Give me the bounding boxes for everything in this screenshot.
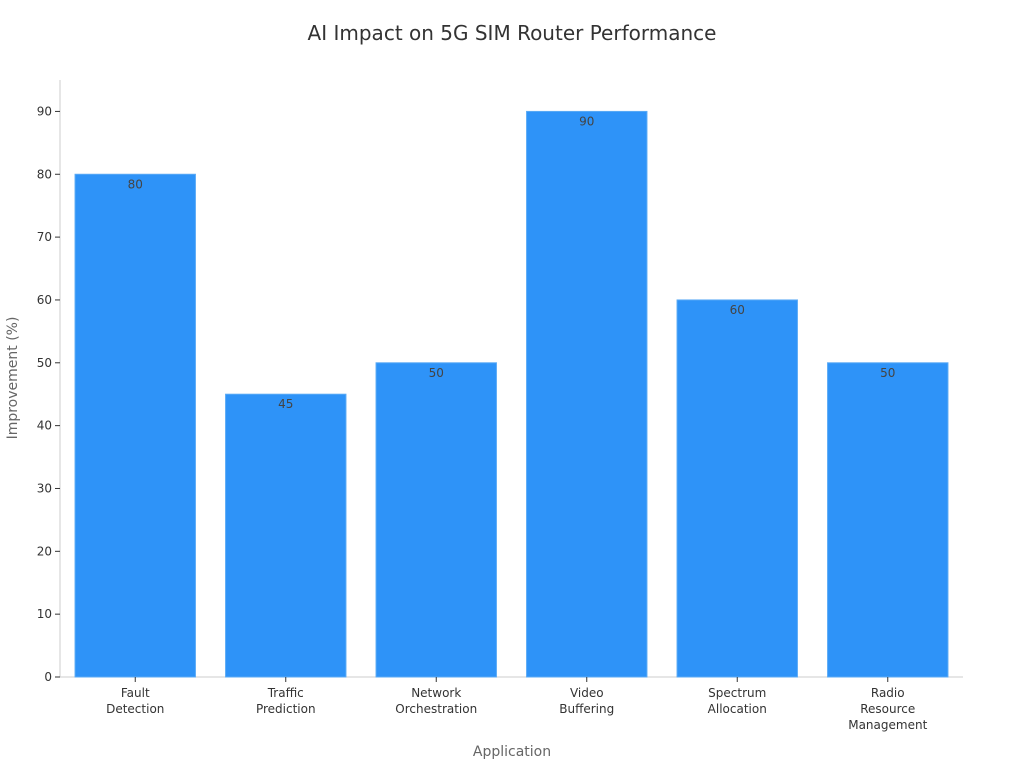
x-tick-label: Network Orchestration xyxy=(395,686,477,716)
x-tick-label: Spectrum Allocation xyxy=(708,686,767,716)
x-tick-label: Traffic Prediction xyxy=(256,686,316,716)
y-tick-label: 20 xyxy=(37,544,52,558)
bar-value-label: 60 xyxy=(730,303,745,317)
y-tick-label: 30 xyxy=(37,481,52,495)
y-tick-label: 0 xyxy=(44,670,52,684)
y-tick-label: 80 xyxy=(37,167,52,181)
bar-value-label: 50 xyxy=(880,366,895,380)
y-tick-label: 60 xyxy=(37,293,52,307)
bar xyxy=(74,173,196,678)
bar-value-label: 90 xyxy=(579,114,594,128)
y-tick-label: 50 xyxy=(37,356,52,370)
y-tick-label: 10 xyxy=(37,607,52,621)
y-axis-label: Improvement (%) xyxy=(5,317,21,440)
bar xyxy=(225,393,347,678)
bar xyxy=(827,362,949,678)
x-tick-label: Radio Resource Management xyxy=(848,686,927,732)
bar xyxy=(375,362,497,678)
x-tick-label: Fault Detection xyxy=(106,686,164,716)
x-axis-label: Application xyxy=(473,744,551,760)
chart-title: AI Impact on 5G SIM Router Performance xyxy=(308,21,717,45)
x-tick-label: Video Buffering xyxy=(559,686,614,716)
y-tick-label: 40 xyxy=(37,419,52,433)
bar-value-label: 50 xyxy=(429,366,444,380)
y-axis-ticks: 0 10 20 30 40 50 60 70 80 90 xyxy=(37,104,60,684)
axes xyxy=(59,80,963,678)
bar-value-label: 80 xyxy=(128,177,143,191)
y-tick-label: 70 xyxy=(37,230,52,244)
x-axis-ticks: Fault Detection Traffic Prediction Network Or… xyxy=(106,677,928,732)
bar xyxy=(676,299,798,678)
bar-value-label: 45 xyxy=(278,397,293,411)
bar xyxy=(526,110,648,678)
y-tick-label: 90 xyxy=(37,104,52,118)
bars: 80 45 50 90 60 50 xyxy=(74,110,949,678)
